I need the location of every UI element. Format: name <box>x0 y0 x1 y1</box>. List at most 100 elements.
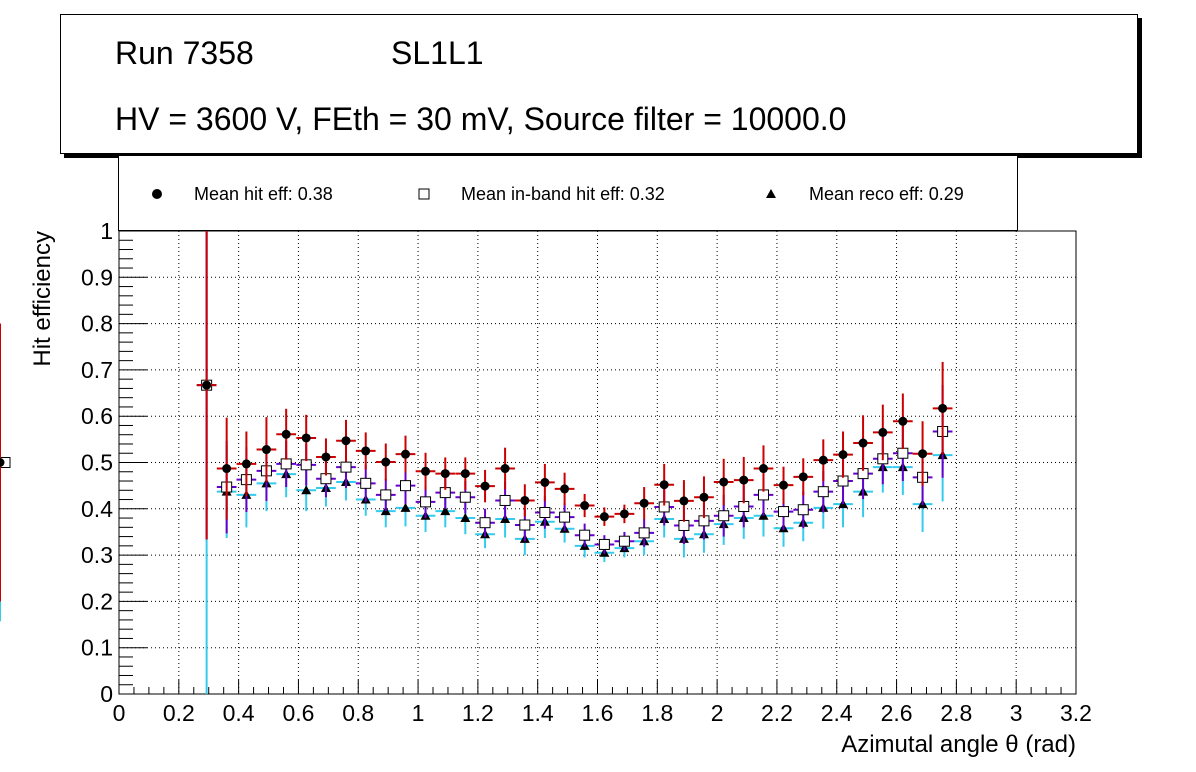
data-point-inband <box>420 496 432 508</box>
data-point-reco <box>460 513 471 523</box>
x-tick-label: 1.6 <box>582 700 614 726</box>
data-point-inband <box>559 511 571 523</box>
data-point-inband <box>797 504 809 516</box>
data-point-inband <box>340 461 352 473</box>
data-point-hit <box>202 380 212 390</box>
legend-inband-label: Mean in-band hit eff: 0.32 <box>461 184 665 204</box>
data-point-inband <box>400 480 412 492</box>
data-point-hit <box>341 436 351 446</box>
data-point-hit <box>659 480 669 490</box>
y-tick-label: 0.6 <box>81 403 113 429</box>
data-point-hit <box>241 459 251 469</box>
data-point-hit <box>301 433 311 443</box>
legend-marker-reco <box>766 189 776 198</box>
x-tick-label: 2.4 <box>821 700 853 726</box>
data-point-hit <box>639 498 649 508</box>
data-point-hit <box>798 472 808 482</box>
y-tick-label: 1 <box>100 218 113 244</box>
plot-frame <box>118 230 1077 695</box>
data-point-hit <box>381 457 391 467</box>
layer-label: SL1L1 <box>391 35 484 71</box>
data-point-hit <box>818 455 828 465</box>
data-point-hit <box>261 445 271 455</box>
data-point-hit <box>520 495 530 505</box>
y-tick-label: 0.3 <box>81 542 113 568</box>
data-point-hit <box>938 403 948 413</box>
x-tick-label: 3.2 <box>1060 700 1092 726</box>
data-point-hit <box>361 446 371 456</box>
legend-reco-label: Mean reco eff: 0.29 <box>809 184 964 204</box>
y-tick-label: 0 <box>100 681 113 707</box>
axis-ticks: 0 0.2 0.4 0.6 0.8 1 1.2 1.4 1.6 1.8 2 2.2 2.4 2.6 2.8 3… <box>81 218 1092 726</box>
data-point-inband <box>499 494 511 506</box>
data-point-hit <box>619 509 629 519</box>
data-point-hit <box>500 464 510 474</box>
y-tick-label: 0.1 <box>81 635 113 661</box>
y-tick-label: 0.9 <box>81 264 113 290</box>
data-point-inband <box>539 507 551 519</box>
data-points <box>0 231 953 694</box>
series-circle <box>0 231 953 602</box>
data-point-hit <box>838 450 848 460</box>
data-point-hit <box>460 469 470 479</box>
data-point-hit <box>281 429 291 439</box>
x-tick-label: 0.2 <box>163 700 195 726</box>
data-point-hit <box>679 496 689 506</box>
data-point-inband <box>598 538 610 550</box>
x-tick-label: 1 <box>412 700 425 726</box>
data-point-inband <box>479 517 491 529</box>
x-tick-label: 1.4 <box>522 700 554 726</box>
x-tick-label: 0 <box>113 700 126 726</box>
x-axis-title: Azimutal angle θ (rad) <box>841 731 1076 758</box>
data-point-inband <box>380 489 392 501</box>
data-point-inband <box>718 510 730 522</box>
y-tick-label: 0.2 <box>81 588 113 614</box>
data-point-inband <box>519 519 531 531</box>
x-tick-label: 0.4 <box>223 700 255 726</box>
data-point-hit <box>440 469 450 479</box>
data-point-hit <box>321 452 331 462</box>
data-point-inband <box>817 486 829 498</box>
legend-markers <box>152 188 776 200</box>
data-point-hit <box>599 512 609 522</box>
legend-hit-label: Mean hit eff: 0.38 <box>194 184 333 204</box>
data-point-hit <box>540 477 550 487</box>
x-tick-label: 2.2 <box>761 700 793 726</box>
data-point-hit <box>0 458 5 467</box>
data-point-hit <box>699 492 709 502</box>
data-point-hit <box>739 475 749 485</box>
data-point-inband <box>778 506 790 518</box>
data-point-inband <box>280 458 292 470</box>
conditions-label: HV = 3600 V, FEth = 30 mV, Source filter… <box>115 101 847 137</box>
data-point-inband <box>300 459 312 471</box>
data-point-reco <box>301 485 312 495</box>
x-tick-label: 2.8 <box>940 700 972 726</box>
data-point-reco <box>400 502 411 512</box>
data-point-inband <box>678 519 690 531</box>
legend-marker-inband <box>418 188 430 200</box>
run-label: Run 7358 <box>115 35 254 71</box>
y-tick-label: 0.8 <box>81 311 113 337</box>
x-tick-label: 0.8 <box>342 700 374 726</box>
data-point-reco <box>440 506 451 516</box>
x-tick-label: 2 <box>711 700 724 726</box>
y-axis-title: Hit efficiency <box>29 231 56 367</box>
data-point-hit <box>560 484 570 494</box>
data-point-inband <box>0 457 11 468</box>
data-point-hit <box>480 481 490 491</box>
y-tick-label: 0.4 <box>81 496 113 522</box>
data-point-inband <box>897 447 909 459</box>
y-tick-label: 0.7 <box>81 357 113 383</box>
data-point-hit <box>401 449 411 459</box>
data-point-inband <box>579 529 591 541</box>
y-tick-label: 0.5 <box>81 450 113 476</box>
data-point-hit <box>222 464 232 474</box>
data-point-hit <box>918 449 928 459</box>
data-point-hit <box>779 480 789 490</box>
data-point-hit <box>858 438 868 448</box>
x-tick-label: 3 <box>1010 700 1023 726</box>
data-point-hit <box>719 477 729 487</box>
data-point-inband <box>638 527 650 539</box>
grid <box>118 230 1077 695</box>
